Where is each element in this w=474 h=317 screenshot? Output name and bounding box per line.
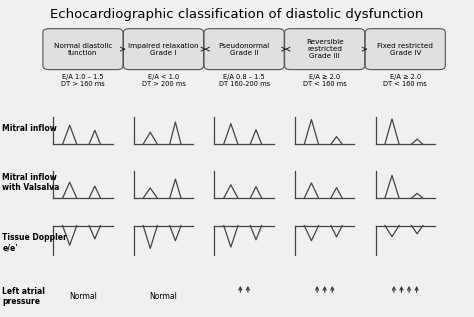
Text: E/A ≥ 2.0
DT < 160 ms: E/A ≥ 2.0 DT < 160 ms	[383, 74, 427, 87]
Text: Left atrial
pressure: Left atrial pressure	[2, 287, 45, 306]
Text: Mitral inflow
with Valsalva: Mitral inflow with Valsalva	[2, 172, 60, 192]
Text: Normal diastolic
function: Normal diastolic function	[54, 42, 112, 56]
Text: Tissue Doppler
e/e': Tissue Doppler e/e'	[2, 233, 67, 252]
Text: E/A ≥ 2.0
DT < 160 ms: E/A ≥ 2.0 DT < 160 ms	[303, 74, 346, 87]
Text: Fixed restricted
Grade IV: Fixed restricted Grade IV	[377, 42, 433, 56]
FancyBboxPatch shape	[284, 29, 365, 70]
Text: E/A 1.0 – 1.5
DT > 160 ms: E/A 1.0 – 1.5 DT > 160 ms	[61, 74, 105, 87]
FancyBboxPatch shape	[123, 29, 203, 70]
Text: Reversible
restricted
Grade III: Reversible restricted Grade III	[306, 39, 344, 59]
Text: Impaired relaxation
Grade I: Impaired relaxation Grade I	[128, 42, 199, 56]
FancyBboxPatch shape	[365, 29, 445, 70]
FancyBboxPatch shape	[204, 29, 284, 70]
Text: Mitral inflow: Mitral inflow	[2, 124, 57, 133]
FancyBboxPatch shape	[43, 29, 123, 70]
Text: Normal: Normal	[150, 292, 177, 301]
Text: Echocardiographic classification of diastolic dysfunction: Echocardiographic classification of dias…	[50, 8, 424, 21]
Text: E/A < 1.0
DT > 200 ms: E/A < 1.0 DT > 200 ms	[142, 74, 185, 87]
Text: Pseudonormal
Grade II: Pseudonormal Grade II	[219, 42, 270, 56]
Text: E/A 0.8 – 1.5
DT 160-200 ms: E/A 0.8 – 1.5 DT 160-200 ms	[219, 74, 270, 87]
Text: Normal: Normal	[69, 292, 97, 301]
